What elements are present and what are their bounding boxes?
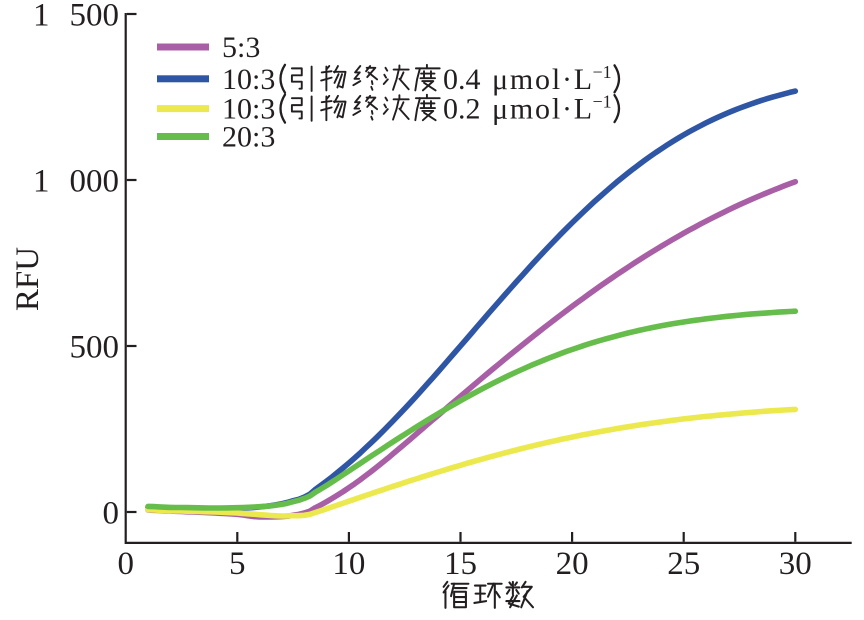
svg-text:20:3: 20:3 xyxy=(222,121,275,154)
svg-text:0: 0 xyxy=(103,496,120,532)
svg-text:1: 1 xyxy=(33,164,50,200)
svg-text:30: 30 xyxy=(779,546,812,582)
svg-text:−1: −1 xyxy=(593,62,612,82)
svg-text:−1: −1 xyxy=(593,92,612,112)
svg-text:5:3: 5:3 xyxy=(222,31,260,64)
svg-text:500: 500 xyxy=(70,0,120,34)
svg-text:μmol·L: μmol·L xyxy=(492,63,594,96)
svg-text:0.2: 0.2 xyxy=(443,93,481,126)
svg-text:10:3: 10:3 xyxy=(222,63,275,96)
svg-text:20: 20 xyxy=(556,546,589,582)
svg-text:000: 000 xyxy=(70,164,120,200)
svg-text:10: 10 xyxy=(332,546,365,582)
svg-text:15: 15 xyxy=(444,546,477,582)
svg-text:μmol·L: μmol·L xyxy=(492,93,594,126)
svg-text:1: 1 xyxy=(33,0,50,34)
svg-text:5: 5 xyxy=(229,546,246,582)
svg-text:0: 0 xyxy=(117,546,134,582)
svg-text:RFU: RFU xyxy=(10,247,46,311)
svg-text:0.4: 0.4 xyxy=(443,63,481,96)
svg-text:500: 500 xyxy=(70,330,120,366)
svg-text:25: 25 xyxy=(667,546,700,582)
svg-text:10:3: 10:3 xyxy=(222,93,275,126)
